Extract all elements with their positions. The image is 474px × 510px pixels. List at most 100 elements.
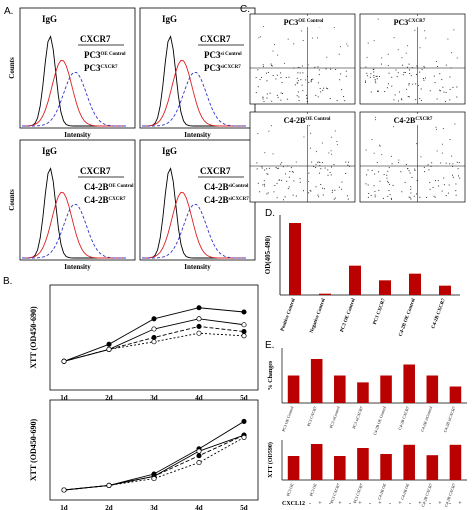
event-dot: [375, 75, 377, 77]
event-dot: [374, 194, 376, 196]
event-dot: [387, 195, 389, 197]
bar: [379, 280, 391, 295]
event-dot: [371, 139, 373, 141]
event-dot: [345, 172, 347, 174]
event-dot: [403, 71, 405, 73]
event-dot: [268, 130, 270, 132]
igg-label: IgG: [42, 14, 57, 24]
event-dot: [284, 62, 286, 64]
event-dot: [341, 181, 343, 183]
event-dot: [420, 88, 422, 90]
sample-label: PC3CXCR7: [84, 63, 118, 73]
x-tick-label: 4d: [195, 394, 203, 402]
line-chart-frame: [49, 284, 259, 391]
event-dot: [442, 128, 444, 130]
event-dot: [368, 192, 370, 194]
event-dot: [386, 174, 388, 176]
event-dot: [345, 75, 347, 77]
event-dot: [440, 90, 442, 92]
event-dot: [272, 153, 274, 155]
event-dot: [255, 77, 257, 79]
data-point: [196, 323, 202, 330]
event-dot: [388, 167, 390, 169]
event-dot: [380, 63, 382, 65]
event-dot: [257, 133, 259, 135]
event-dot: [436, 98, 438, 100]
event-dot: [319, 162, 321, 164]
event-dot: [452, 86, 454, 88]
event-dot: [458, 162, 460, 164]
event-dot: [281, 81, 283, 83]
x-category-label: PC3 siCXCR7: [351, 406, 364, 430]
event-dot: [373, 68, 375, 70]
event-dot: [391, 85, 393, 87]
event-dot: [423, 65, 425, 67]
cxcl12-sign: +: [438, 501, 442, 507]
event-dot: [263, 180, 265, 182]
x-tick-label: 1d: [60, 504, 68, 510]
sample-label: C4-2BsiControl: [204, 182, 249, 192]
event-dot: [310, 190, 312, 192]
event-dot: [390, 198, 392, 200]
event-dot: [277, 54, 279, 56]
event-dot: [366, 56, 368, 58]
event-dot: [333, 164, 335, 166]
event-dot: [412, 83, 414, 85]
bar: [334, 375, 346, 403]
event-dot: [397, 100, 399, 102]
event-dot: [333, 26, 335, 28]
event-dot: [306, 75, 308, 77]
data-point: [196, 448, 202, 454]
event-dot: [347, 198, 349, 200]
event-dot: [266, 97, 268, 99]
event-dot: [299, 178, 301, 180]
event-dot: [264, 169, 266, 171]
dot-plot-frame: [359, 13, 466, 105]
event-dot: [405, 52, 407, 54]
dot-plot-label: C4-2BOE Control: [284, 116, 331, 125]
event-dot: [390, 197, 392, 199]
event-dot: [334, 197, 336, 199]
event-dot: [319, 165, 321, 167]
event-dot: [407, 168, 409, 170]
event-dot: [387, 170, 389, 172]
event-dot: [295, 161, 297, 163]
event-dot: [302, 39, 304, 41]
event-dot: [264, 183, 266, 185]
event-dot: [413, 195, 415, 197]
cxcl12-sign: +: [318, 501, 322, 507]
x-category-label: C4-2B CXCR7: [397, 406, 410, 431]
event-dot: [365, 183, 367, 185]
event-dot: [321, 142, 323, 144]
control-histogram-line: [141, 191, 246, 259]
x-tick-label: 2d: [105, 394, 113, 402]
event-dot: [424, 77, 426, 79]
event-dot: [370, 91, 372, 93]
data-point: [241, 434, 247, 440]
bar: [289, 223, 301, 295]
igg-label: IgG: [162, 146, 177, 156]
event-dot: [271, 65, 273, 67]
event-dot: [295, 195, 297, 197]
x-category-label: PC3 OE: [308, 482, 317, 497]
event-dot: [286, 180, 288, 182]
cxcl12-sign: -: [429, 501, 431, 507]
event-dot: [421, 68, 423, 70]
event-dot: [425, 37, 427, 39]
event-dot: [308, 81, 310, 83]
event-dot: [256, 168, 258, 170]
event-dot: [302, 90, 304, 92]
event-dot: [408, 63, 410, 65]
event-dot: [428, 169, 430, 171]
dot-plot-label: C4-2BCXCR7: [394, 116, 433, 125]
event-dot: [296, 82, 298, 84]
data-point: [196, 453, 202, 459]
event-dot: [433, 75, 435, 77]
series-line: [63, 434, 245, 491]
event-dot: [373, 152, 375, 154]
data-point: [241, 309, 247, 315]
event-dot: [435, 128, 437, 130]
bar: [349, 265, 361, 295]
event-dot: [404, 72, 406, 74]
